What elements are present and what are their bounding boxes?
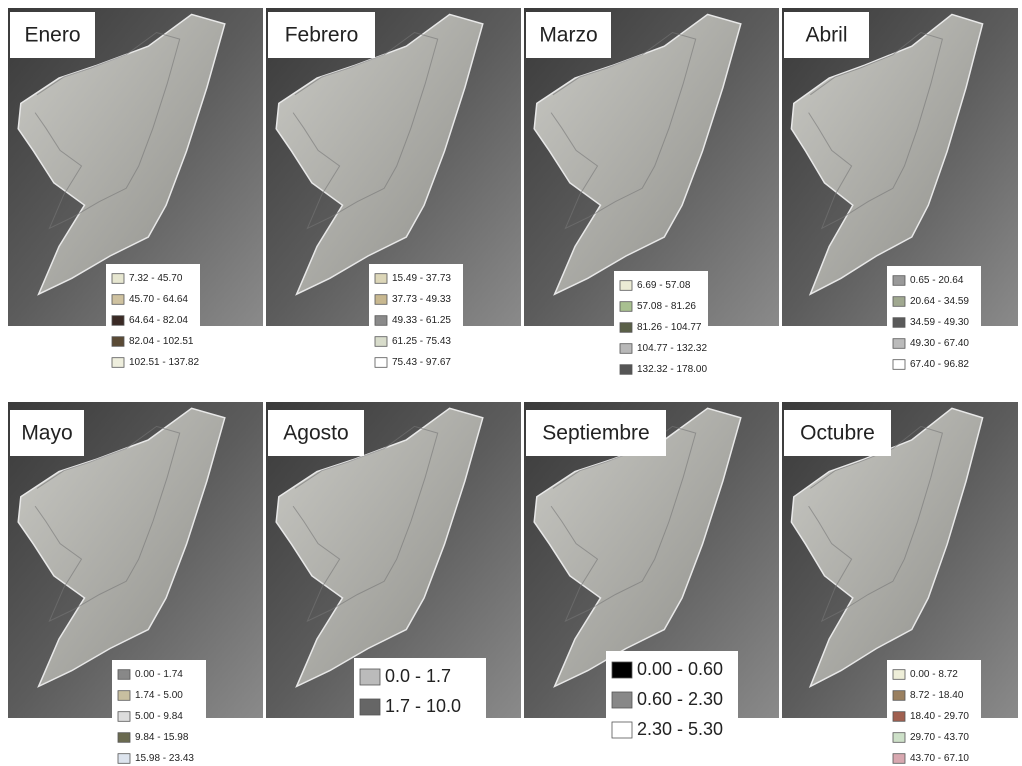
legend-label: 43.70 - 67.10 xyxy=(910,753,969,764)
legend-swatch xyxy=(620,281,632,291)
legend-swatch xyxy=(893,754,905,764)
legend-swatch xyxy=(893,360,905,370)
legend-label: 7.32 - 45.70 xyxy=(129,273,183,284)
legend-label: 5.00 - 9.84 xyxy=(135,711,183,722)
legend-swatch xyxy=(620,365,632,375)
legend-swatch xyxy=(893,276,905,286)
legend-label: 34.59 - 49.30 xyxy=(910,317,969,328)
legend-swatch xyxy=(893,712,905,722)
legend-label: 45.70 - 64.64 xyxy=(129,294,188,305)
legend-swatch xyxy=(612,662,632,678)
panel-title: Septiembre xyxy=(542,422,649,445)
legend-swatch xyxy=(118,712,130,722)
legend-swatch xyxy=(893,297,905,307)
legend-swatch xyxy=(612,722,632,738)
legend-label: 29.70 - 43.70 xyxy=(910,732,969,743)
legend-swatch xyxy=(360,699,380,715)
legend-swatch xyxy=(112,358,124,368)
map-panel: Mayo 0.00 - 1.74 1.74 - 5.00 5.00 - 9.84 9.8… xyxy=(8,402,263,766)
panel-title: Agosto xyxy=(283,422,348,445)
legend-swatch xyxy=(375,316,387,326)
legend-swatch xyxy=(893,670,905,680)
legend-swatch xyxy=(893,318,905,328)
legend-label: 82.04 - 102.51 xyxy=(129,336,194,347)
legend-label: 67.40 - 96.82 xyxy=(910,359,969,370)
legend-swatch xyxy=(893,339,905,349)
legend-label: 1.7 - 10.0 xyxy=(385,696,461,716)
legend-label: 132.32 - 178.00 xyxy=(637,364,707,375)
legend-label: 57.08 - 81.26 xyxy=(637,301,696,312)
panel-title: Febrero xyxy=(285,24,359,47)
legend-swatch xyxy=(112,316,124,326)
legend-label: 75.43 - 97.67 xyxy=(392,357,451,368)
map-panel: Septiembre 0.00 - 0.60 0.60 - 2.30 2.30 - 5… xyxy=(524,402,779,747)
panel-title: Marzo xyxy=(539,24,597,47)
legend-label: 61.25 - 75.43 xyxy=(392,336,451,347)
legend-label: 37.73 - 49.33 xyxy=(392,294,451,305)
legend-label: 0.60 - 2.30 xyxy=(637,689,723,709)
legend-label: 0.0 - 1.7 xyxy=(385,666,451,686)
legend-swatch xyxy=(112,295,124,305)
legend-label: 15.98 - 23.43 xyxy=(135,753,194,764)
legend-label: 0.65 - 20.64 xyxy=(910,275,964,286)
legend-swatch xyxy=(112,337,124,347)
panel-title: Abril xyxy=(805,24,847,47)
map-panel: Octubre 0.00 - 8.72 8.72 - 18.40 18.40 - 29… xyxy=(782,402,1018,766)
map-grid: Enero 7.32 - 45.70 45.70 - 64.64 64.64 - 82… xyxy=(0,0,1022,766)
legend-swatch xyxy=(118,691,130,701)
panel-title: Octubre xyxy=(800,422,875,445)
map-panel: Abril 0.65 - 20.64 20.64 - 34.59 34.59 - 49… xyxy=(782,8,1018,377)
legend-swatch xyxy=(118,733,130,743)
legend-label: 1.74 - 5.00 xyxy=(135,690,183,701)
legend-label: 49.30 - 67.40 xyxy=(910,338,969,349)
legend-label: 0.00 - 0.60 xyxy=(637,659,723,679)
legend-label: 9.84 - 15.98 xyxy=(135,732,189,743)
legend-swatch xyxy=(375,337,387,347)
legend-swatch xyxy=(375,274,387,284)
legend-swatch xyxy=(612,692,632,708)
page: Mapas mensuales html, body { margin: 0; … xyxy=(0,0,1022,766)
legend-swatch xyxy=(118,670,130,680)
legend-label: 6.69 - 57.08 xyxy=(637,280,691,291)
panel-title: Mayo xyxy=(21,422,72,445)
legend-label: 15.49 - 37.73 xyxy=(392,273,451,284)
legend-label: 18.40 - 29.70 xyxy=(910,711,969,722)
legend-label: 2.30 - 5.30 xyxy=(637,719,723,739)
legend-swatch xyxy=(893,733,905,743)
legend-swatch xyxy=(620,323,632,333)
legend-swatch xyxy=(375,295,387,305)
legend-label: 20.64 - 34.59 xyxy=(910,296,969,307)
legend-swatch xyxy=(620,302,632,312)
legend-swatch xyxy=(375,358,387,368)
legend-label: 8.72 - 18.40 xyxy=(910,690,964,701)
map-panel: Marzo 6.69 - 57.08 57.08 - 81.26 81.26 - 10… xyxy=(524,8,779,382)
body: {"panels": [ {"title": "Enero", "legend"… xyxy=(0,0,1022,766)
legend-label: 49.33 - 61.25 xyxy=(392,315,451,326)
map-panel: Agosto 0.0 - 1.7 1.7 - 10.0 xyxy=(266,402,521,724)
legend-label: 0.00 - 8.72 xyxy=(910,669,958,680)
panel-title: Enero xyxy=(24,24,80,47)
legend-swatch xyxy=(112,274,124,284)
legend-label: 64.64 - 82.04 xyxy=(129,315,188,326)
map-panel: Febrero 15.49 - 37.73 37.73 - 49.33 49.33 -… xyxy=(266,8,521,375)
legend-label: 102.51 - 137.82 xyxy=(129,357,199,368)
map-panel: Enero 7.32 - 45.70 45.70 - 64.64 64.64 - 82… xyxy=(8,8,263,375)
legend-label: 0.00 - 1.74 xyxy=(135,669,183,680)
legend-swatch xyxy=(360,669,380,685)
legend-swatch xyxy=(118,754,130,764)
legend-label: 81.26 - 104.77 xyxy=(637,322,702,333)
legend-swatch xyxy=(893,691,905,701)
legend-swatch xyxy=(620,344,632,354)
legend-label: 104.77 - 132.32 xyxy=(637,343,707,354)
